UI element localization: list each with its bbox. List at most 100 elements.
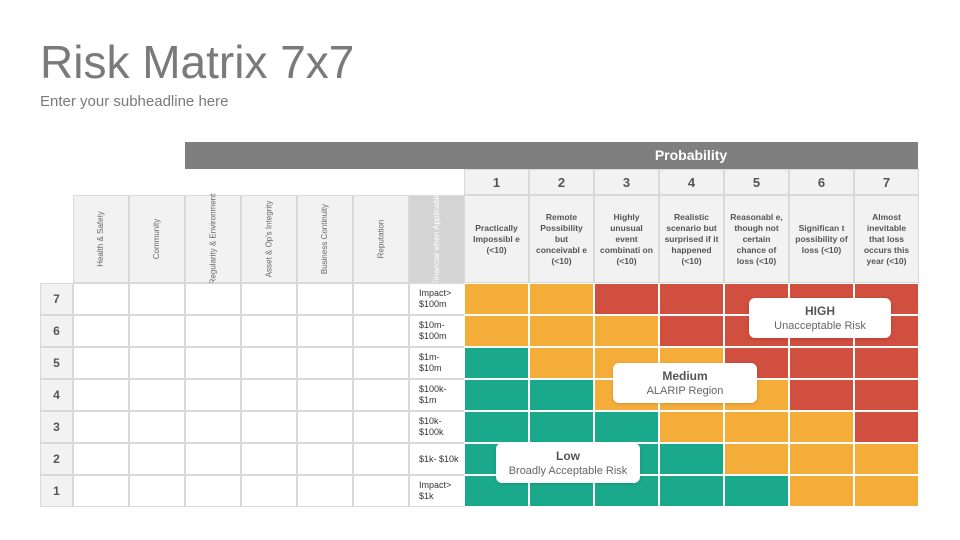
probability-description: Almost inevitable that loss occurs this …	[854, 195, 919, 283]
impact-input-cell	[241, 283, 297, 315]
impact-category-header: Business Continuity	[297, 195, 353, 283]
impact-category-label: Regularity & Environment	[208, 193, 217, 285]
impact-input-cell	[241, 347, 297, 379]
risk-cell	[724, 411, 789, 443]
impact-input-cell	[353, 283, 409, 315]
risk-cell	[789, 411, 854, 443]
zone-badge-medium: Medium ALARIP Region	[613, 363, 757, 403]
probability-description: Reasonabl e, though not certain chance o…	[724, 195, 789, 283]
risk-cell	[854, 443, 919, 475]
impact-input-cell	[241, 443, 297, 475]
page-title: Risk Matrix 7x7	[40, 36, 355, 88]
impact-input-cell	[241, 475, 297, 507]
probability-description: Practically Impossibl e (<10)	[464, 195, 529, 283]
impact-input-cell	[297, 379, 353, 411]
probability-label: Probability	[654, 147, 728, 163]
impact-input-cell	[353, 379, 409, 411]
risk-cell	[659, 475, 724, 507]
zone-high-desc: Unacceptable Risk	[774, 319, 866, 332]
zone-low-name: Low	[556, 448, 580, 463]
probability-number: 2	[529, 169, 594, 195]
impact-input-cell	[353, 411, 409, 443]
impact-category-header: Reputation	[353, 195, 409, 283]
risk-cell	[789, 475, 854, 507]
impact-input-cell	[241, 379, 297, 411]
impact-category-header: Community	[129, 195, 185, 283]
impact-input-cell	[129, 475, 185, 507]
impact-input-cell	[129, 283, 185, 315]
probability-number: 6	[789, 169, 854, 195]
financial-impact-label: $10k- $100k	[409, 411, 465, 443]
risk-cell	[529, 315, 594, 347]
risk-cell	[464, 347, 529, 379]
probability-number: 1	[464, 169, 529, 195]
risk-cell	[529, 411, 594, 443]
impact-input-cell	[73, 315, 129, 347]
impact-category-header: Asset & Op's Integrity	[241, 195, 297, 283]
probability-description: Remote Possibility but conceivabl e (<10…	[529, 195, 594, 283]
probability-description: Realistic scenario but surprised if it h…	[659, 195, 724, 283]
risk-cell	[464, 315, 529, 347]
impact-input-cell	[297, 283, 353, 315]
risk-cell	[659, 411, 724, 443]
risk-cell	[789, 379, 854, 411]
impact-input-cell	[73, 475, 129, 507]
risk-cell	[529, 283, 594, 315]
impact-input-cell	[73, 379, 129, 411]
impact-category-label: Financial when Applicable	[432, 192, 441, 286]
zone-high-name: HIGH	[805, 303, 835, 318]
impact-row-number: 5	[40, 347, 73, 379]
impact-input-cell	[73, 283, 129, 315]
impact-input-cell	[185, 411, 241, 443]
financial-impact-label: $100k- $1m	[409, 379, 465, 411]
impact-input-cell	[297, 411, 353, 443]
impact-input-cell	[297, 347, 353, 379]
risk-cell	[789, 443, 854, 475]
impact-input-cell	[185, 475, 241, 507]
risk-cell	[724, 475, 789, 507]
impact-input-cell	[129, 379, 185, 411]
impact-input-cell	[185, 379, 241, 411]
impact-category-label: Community	[151, 218, 161, 260]
risk-cell	[659, 283, 724, 315]
risk-cell	[789, 347, 854, 379]
risk-cell	[529, 347, 594, 379]
zone-medium-name: Medium	[662, 368, 708, 383]
risk-cell	[464, 379, 529, 411]
page-subtitle: Enter your subheadline here	[40, 93, 229, 110]
impact-input-cell	[353, 315, 409, 347]
zone-badge-high: HIGH Unacceptable Risk	[749, 298, 891, 338]
impact-input-cell	[297, 315, 353, 347]
risk-cell	[854, 379, 919, 411]
impact-row-number: 7	[40, 283, 73, 315]
impact-row-number: 3	[40, 411, 73, 443]
impact-category-label: Health & Safety	[96, 211, 105, 267]
impact-input-cell	[353, 475, 409, 507]
impact-input-cell	[185, 347, 241, 379]
impact-input-cell	[241, 411, 297, 443]
impact-input-cell	[185, 315, 241, 347]
risk-cell	[659, 443, 724, 475]
probability-description: Highly unusual event combinati on (<10)	[594, 195, 659, 283]
impact-category-header: Health & Safety	[73, 195, 129, 283]
risk-cell	[594, 283, 659, 315]
impact-input-cell	[353, 347, 409, 379]
impact-input-cell	[129, 315, 185, 347]
probability-description: Significan t possibility of loss (<10)	[789, 195, 854, 283]
risk-cell	[724, 443, 789, 475]
financial-impact-label: $1k- $10k	[409, 443, 465, 475]
impact-input-cell	[185, 443, 241, 475]
impact-category-label: Reputation	[375, 219, 385, 259]
risk-cell	[464, 411, 529, 443]
impact-category-label: Business Continuity	[320, 203, 330, 275]
impact-input-cell	[73, 443, 129, 475]
impact-input-cell	[353, 443, 409, 475]
impact-row-number: 2	[40, 443, 73, 475]
probability-number: 5	[724, 169, 789, 195]
financial-impact-label: Impact> $100m	[409, 283, 465, 315]
impact-input-cell	[73, 411, 129, 443]
impact-input-cell	[129, 347, 185, 379]
impact-input-cell	[73, 347, 129, 379]
probability-header-bar	[185, 142, 918, 169]
impact-input-cell	[185, 283, 241, 315]
